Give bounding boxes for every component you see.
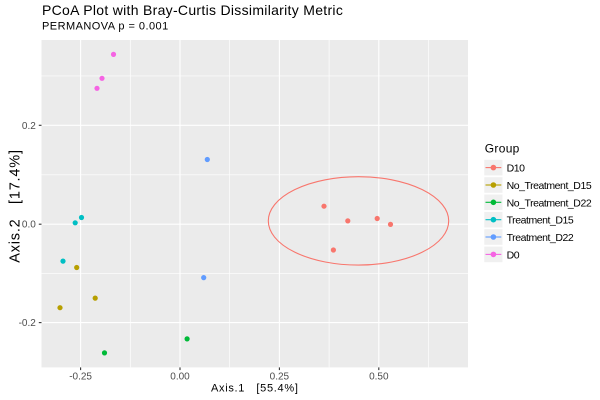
svg-text:-0.2: -0.2: [19, 318, 37, 329]
svg-text:0.25: 0.25: [270, 372, 290, 383]
svg-text:0.0: 0.0: [22, 220, 36, 231]
svg-text:0.00: 0.00: [170, 372, 190, 383]
svg-text:D10: D10: [507, 163, 526, 175]
svg-text:Axis.2 [17.4%]: Axis.2 [17.4%]: [8, 149, 24, 263]
svg-text:0.50: 0.50: [369, 372, 389, 383]
svg-text:Treatment_D22: Treatment_D22: [507, 232, 574, 244]
svg-text:D0: D0: [507, 249, 520, 261]
svg-text:PCoA Plot with Bray-Curtis Dis: PCoA Plot with Bray-Curtis Dissimilarity…: [42, 2, 343, 18]
svg-text:-0.25: -0.25: [69, 372, 92, 383]
svg-text:No_Treatment_D15: No_Treatment_D15: [507, 180, 592, 192]
svg-text:Group: Group: [485, 142, 520, 156]
svg-text:0.2: 0.2: [22, 121, 36, 132]
svg-text:PERMANOVA p = 0.001: PERMANOVA p = 0.001: [42, 21, 169, 33]
svg-text:Treatment_D15: Treatment_D15: [507, 215, 574, 227]
svg-text:Axis.1 [55.4%]: Axis.1 [55.4%]: [211, 383, 299, 395]
svg-text:No_Treatment_D22: No_Treatment_D22: [507, 197, 592, 209]
